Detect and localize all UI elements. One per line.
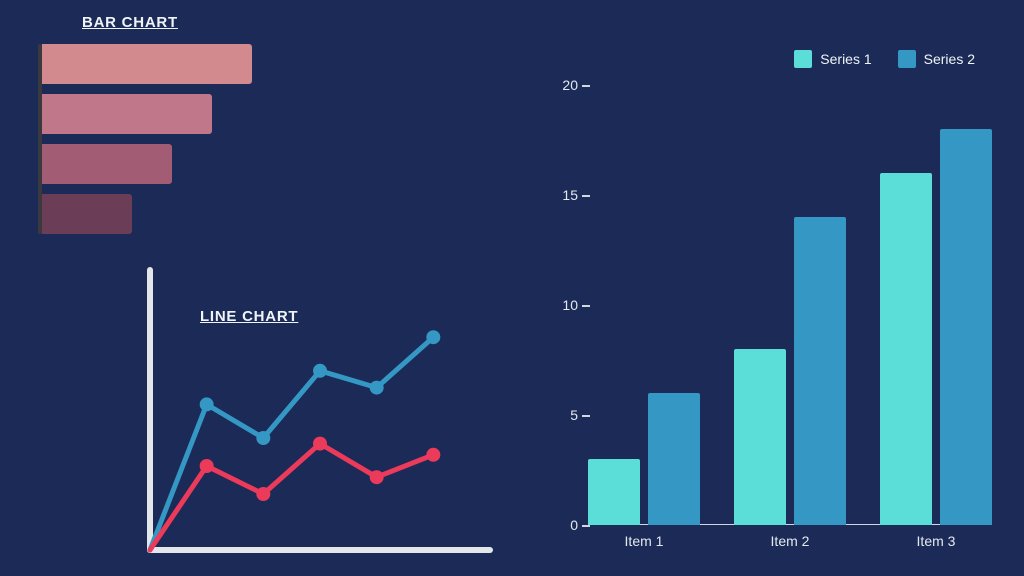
column-xtick-2: Item 3	[917, 533, 956, 549]
legend-label-series2: Series 2	[924, 51, 975, 67]
line-marker-red-5	[426, 448, 440, 462]
bar-chart	[38, 44, 298, 244]
column-bar-2-1	[940, 129, 992, 525]
line-marker-blue-5	[426, 330, 440, 344]
line-marker-red-3	[313, 437, 327, 451]
bar-3	[42, 194, 132, 234]
column-ytick-5: 5	[570, 407, 578, 423]
column-chart: Series 1 Series 2 05101520Item 1Item 2It…	[545, 50, 995, 550]
line-chart-plot	[140, 260, 500, 560]
line-marker-blue-2	[256, 431, 270, 445]
column-ytick-20: 20	[562, 77, 578, 93]
legend-swatch-series2	[898, 50, 916, 68]
column-bar-1-0	[734, 349, 786, 525]
column-ytick-0: 0	[570, 517, 578, 533]
column-ytick-10: 10	[562, 297, 578, 313]
column-bar-0-0	[588, 459, 640, 525]
column-ytick-15: 15	[562, 187, 578, 203]
line-marker-red-2	[256, 487, 270, 501]
line-series-red	[150, 444, 433, 550]
bar-chart-title: BAR CHART	[82, 14, 178, 31]
bar-0	[42, 44, 252, 84]
column-bar-1-1	[794, 217, 846, 525]
column-xtick-1: Item 2	[771, 533, 810, 549]
column-ytick-mark-15	[582, 195, 590, 197]
line-series-blue	[150, 337, 433, 550]
legend-swatch-series1	[794, 50, 812, 68]
column-bar-0-1	[648, 393, 700, 525]
column-ytick-mark-10	[582, 305, 590, 307]
legend-item-series1: Series 1	[794, 50, 871, 68]
line-marker-blue-3	[313, 364, 327, 378]
column-ytick-mark-20	[582, 85, 590, 87]
line-marker-red-1	[200, 459, 214, 473]
bar-1	[42, 94, 212, 134]
line-chart-title: LINE CHART	[200, 308, 298, 325]
legend-label-series1: Series 1	[820, 51, 871, 67]
line-marker-red-4	[370, 470, 384, 484]
column-xtick-0: Item 1	[625, 533, 664, 549]
column-ytick-mark-0	[582, 525, 590, 527]
line-chart: LINE CHART	[140, 260, 500, 560]
column-chart-legend: Series 1 Series 2	[794, 50, 975, 68]
legend-item-series2: Series 2	[898, 50, 975, 68]
column-chart-plot: 05101520Item 1Item 2Item 3	[590, 85, 990, 525]
column-ytick-mark-5	[582, 415, 590, 417]
line-marker-blue-1	[200, 397, 214, 411]
line-marker-blue-4	[370, 381, 384, 395]
bar-2	[42, 144, 172, 184]
column-bar-2-0	[880, 173, 932, 525]
